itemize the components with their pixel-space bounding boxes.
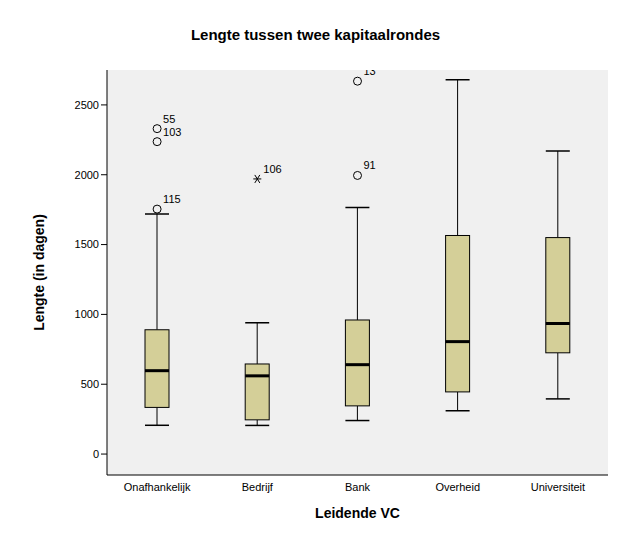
svg-text:91: 91 <box>364 159 376 171</box>
svg-text:Overheid: Overheid <box>435 481 480 493</box>
svg-text:115: 115 <box>163 193 181 205</box>
svg-text:Lengte (in dagen): Lengte (in dagen) <box>31 214 47 331</box>
svg-text:500: 500 <box>81 378 99 390</box>
svg-text:Bedrijf: Bedrijf <box>242 481 274 493</box>
svg-text:1500: 1500 <box>75 238 99 250</box>
svg-text:106: 106 <box>263 163 281 175</box>
svg-text:2500: 2500 <box>75 99 99 111</box>
svg-text:103: 103 <box>163 126 181 138</box>
svg-text:Leidende VC: Leidende VC <box>315 505 400 521</box>
svg-text:2000: 2000 <box>75 169 99 181</box>
svg-text:13: 13 <box>364 70 376 77</box>
svg-text:55: 55 <box>163 113 175 125</box>
svg-text:0: 0 <box>93 448 99 460</box>
svg-text:Onafhankelijk: Onafhankelijk <box>124 481 191 493</box>
svg-text:1000: 1000 <box>75 308 99 320</box>
svg-text:Universiteit: Universiteit <box>531 481 585 493</box>
html-text:Lengte tussen twee kapitaalron: Lengte tussen twee kapitaalrondes <box>190 26 441 43</box>
svg-text:Bank: Bank <box>345 481 371 493</box>
